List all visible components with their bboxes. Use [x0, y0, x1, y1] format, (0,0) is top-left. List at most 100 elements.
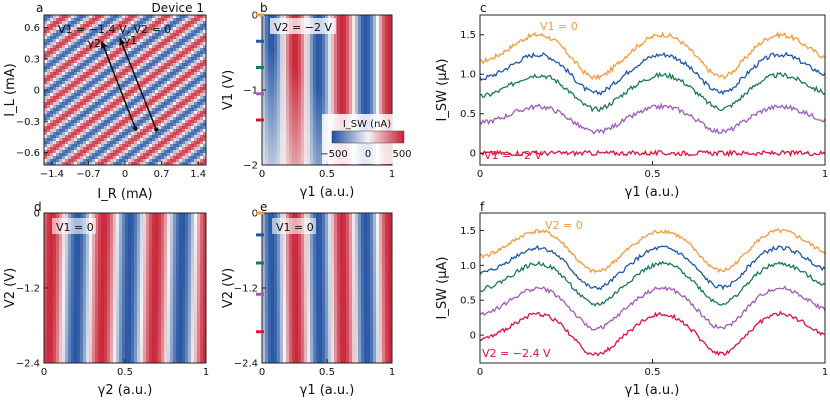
heat-cell-b [373, 21, 377, 25]
heat-cell-a [110, 18, 114, 22]
heat-cell-b [319, 138, 323, 142]
heat-cell-a [131, 72, 135, 76]
heat-cell-a [197, 114, 201, 118]
heat-cell-a [143, 24, 147, 28]
heat-cell-a [191, 138, 195, 142]
heat-cell-a [131, 24, 135, 28]
heat-cell-a [191, 57, 195, 61]
heat-cell-b [286, 90, 290, 94]
heat-cell-a [95, 33, 99, 37]
ticks-c: 0 0.5 100.51.01.5 [460, 30, 828, 180]
heat-cell-b [295, 15, 299, 19]
heat-cell-a [44, 147, 48, 151]
heat-cell-b [286, 108, 290, 112]
heat-cell-a [167, 45, 171, 49]
heat-cell-a [194, 129, 198, 133]
heat-cell-a [98, 39, 102, 43]
heat-cell-a [95, 153, 99, 157]
heat-cell-b [295, 138, 299, 142]
heat-cell-b [325, 111, 329, 115]
heat-cell-b [337, 48, 341, 52]
heat-cell-a [194, 36, 198, 40]
heat-cell-b [385, 84, 389, 88]
heat-cell-b [277, 129, 281, 133]
heat-cell-a [161, 15, 165, 19]
heat-cell-b [352, 30, 356, 34]
heat-cell-b [268, 45, 272, 49]
heat-cell-b [274, 162, 278, 165]
heat-cell-a [116, 141, 120, 145]
heat-cell-b [301, 69, 305, 73]
heat-cell-b [262, 99, 266, 103]
heat-cell-b [316, 129, 320, 133]
heat-cell-b [382, 63, 386, 67]
heat-cell-a [71, 132, 75, 136]
heat-cell-a [77, 63, 81, 67]
heat-cell-a [170, 57, 174, 61]
heat-cell-b [286, 93, 290, 97]
heat-cell-b [292, 126, 296, 130]
arrow-label-1: γ1 [124, 34, 138, 47]
heat-cell-b [262, 33, 266, 37]
heat-cell-a [122, 153, 126, 157]
heat-cell-a [47, 120, 51, 124]
heat-cell-a [44, 63, 48, 67]
heat-cell-a [191, 27, 195, 31]
heat-cell-a [44, 114, 48, 118]
heat-cell-a [125, 132, 129, 136]
heat-cell-a [47, 57, 51, 61]
heat-cell-b [301, 147, 305, 151]
heat-cell-b [313, 48, 317, 52]
heat-cell-a [152, 159, 156, 163]
heat-cell-a [44, 129, 48, 133]
heat-cell-b [295, 123, 299, 127]
xtick-label-b-0: 0 [259, 169, 265, 180]
heat-cell-b [307, 48, 311, 52]
heat-cell-a [197, 93, 201, 97]
heat-cell-a [179, 105, 183, 109]
heat-cell-a [143, 108, 147, 112]
heat-cell-a [158, 75, 162, 79]
heat-cell-a [101, 72, 105, 76]
heat-cell-a [137, 93, 141, 97]
heat-cell-b [358, 81, 362, 85]
heat-cell-a [62, 75, 66, 79]
heat-cell-a [188, 138, 192, 142]
heat-cell-a [203, 105, 206, 109]
heat-cell-a [185, 63, 189, 67]
heat-cell-a [176, 36, 180, 40]
heat-cell-a [179, 138, 183, 142]
heat-cell-a [188, 159, 192, 163]
heat-cell-a [89, 141, 93, 145]
heat-cell-a [86, 30, 90, 34]
heat-cell-b [352, 78, 356, 82]
heat-cell-a [80, 45, 84, 49]
heat-cell-b [340, 45, 344, 49]
heat-cell-a [80, 72, 84, 76]
heat-cell-a [161, 51, 165, 55]
heat-cell-a [131, 66, 135, 70]
heat-cell-a [98, 66, 102, 70]
heat-cell-a [50, 57, 54, 61]
heat-cell-a [86, 126, 90, 130]
heat-cell-b [295, 132, 299, 136]
ytick-label-a-4: −0.6 [16, 148, 40, 159]
heat-cell-a [83, 75, 87, 79]
heat-cell-b [265, 117, 269, 121]
heat-cell-a [170, 21, 174, 25]
heat-cell-a [203, 120, 206, 124]
heat-cell-a [203, 123, 206, 127]
heat-cell-b [325, 102, 329, 106]
heat-cell-a [191, 135, 195, 139]
heat-cell-a [86, 105, 90, 109]
heat-cell-a [122, 99, 126, 103]
heat-cell-a [65, 24, 69, 28]
heat-cell-a [101, 96, 105, 100]
heat-cell-b [376, 75, 380, 79]
heat-cell-a [203, 102, 206, 106]
heat-cell-a [173, 135, 177, 139]
heat-cell-a [167, 84, 171, 88]
heat-cell-a [146, 114, 150, 118]
heat-cell-a [164, 147, 168, 151]
heat-cell-b [277, 60, 281, 64]
